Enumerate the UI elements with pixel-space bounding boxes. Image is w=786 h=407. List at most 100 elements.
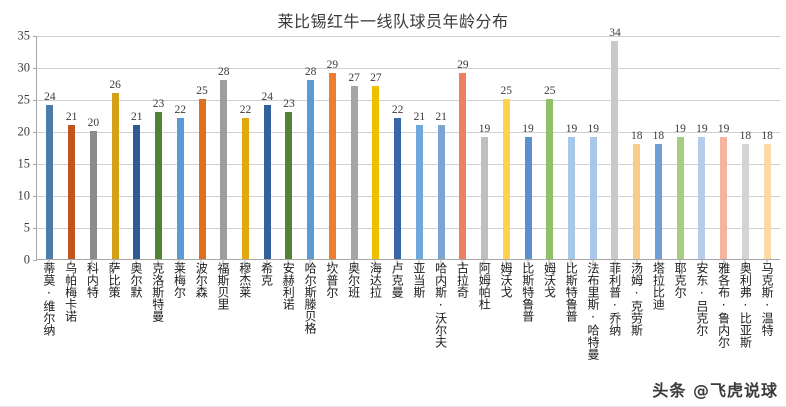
bar[interactable] — [68, 124, 76, 259]
bar-slot[interactable]: 29 — [452, 36, 474, 259]
bar-slot[interactable]: 29 — [322, 36, 344, 259]
bar-slot[interactable]: 19 — [561, 36, 583, 259]
category-label: 亚当斯 — [411, 262, 426, 298]
x-tickmark — [614, 260, 616, 265]
bar[interactable] — [437, 124, 445, 259]
bar[interactable] — [263, 105, 271, 259]
bar-slot[interactable]: 20 — [82, 36, 104, 259]
bar[interactable] — [328, 73, 336, 259]
bar[interactable] — [155, 111, 163, 259]
bar-slot[interactable]: 34 — [604, 27, 626, 259]
bar[interactable] — [481, 137, 489, 259]
bar-slot[interactable]: 21 — [408, 36, 430, 259]
bar[interactable] — [111, 92, 119, 259]
bar-slot[interactable]: 24 — [39, 36, 61, 259]
bar-slot[interactable]: 18 — [756, 36, 778, 259]
y-tick-label: 10 — [17, 188, 31, 203]
x-tick-slot — [408, 260, 430, 265]
bar[interactable] — [133, 124, 141, 259]
x-tick-slot — [190, 260, 212, 265]
bar[interactable] — [220, 79, 228, 259]
bar-slot[interactable]: 21 — [126, 36, 148, 259]
bar-slot[interactable]: 25 — [495, 36, 517, 259]
category-label: 阿姆帕杜 — [477, 262, 492, 310]
bar[interactable] — [46, 105, 54, 259]
category-label-slot: 耶克尔 — [669, 262, 691, 382]
bar[interactable] — [307, 79, 315, 259]
bar-slot[interactable]: 22 — [169, 36, 191, 259]
bar-slot[interactable]: 26 — [104, 36, 126, 259]
bar[interactable] — [198, 99, 206, 259]
bar[interactable] — [676, 137, 684, 259]
bar[interactable] — [698, 137, 706, 259]
bar-slot[interactable]: 19 — [517, 36, 539, 259]
category-label: 克洛斯特曼 — [150, 262, 165, 322]
bar-slot[interactable]: 27 — [365, 36, 387, 259]
bar-slot[interactable]: 21 — [61, 36, 83, 259]
bar-slot[interactable]: 23 — [148, 36, 170, 259]
bar-slot[interactable]: 19 — [713, 36, 735, 259]
bar[interactable] — [350, 86, 358, 259]
bar-slot[interactable]: 18 — [648, 36, 670, 259]
bar[interactable] — [394, 118, 402, 259]
bar[interactable] — [567, 137, 575, 259]
category-label-slot: 塔拉比迪 — [647, 262, 669, 382]
bar-slot[interactable]: 24 — [256, 36, 278, 259]
bar-slot[interactable]: 22 — [387, 36, 409, 259]
bar[interactable] — [763, 143, 771, 259]
bar[interactable] — [459, 73, 467, 259]
bar-slot[interactable]: 27 — [343, 36, 365, 259]
category-label: 坎普尔 — [324, 262, 339, 298]
x-tick-slot — [452, 260, 474, 265]
bar[interactable] — [654, 143, 662, 259]
bar-slot[interactable]: 25 — [191, 36, 213, 259]
bar[interactable] — [415, 124, 423, 259]
x-tick-slot — [321, 260, 343, 265]
bar-slot[interactable]: 18 — [626, 36, 648, 259]
bar[interactable] — [502, 99, 510, 259]
bar-slot[interactable]: 19 — [582, 36, 604, 259]
category-label-slot: 姆沃戈 — [495, 262, 517, 382]
x-tickmark — [178, 260, 180, 265]
bar-slot[interactable]: 23 — [278, 36, 300, 259]
x-tick-slot — [38, 260, 60, 265]
bar-slot[interactable]: 25 — [539, 36, 561, 259]
bar[interactable] — [524, 137, 532, 259]
bar[interactable] — [89, 131, 97, 259]
y-tick-label: 15 — [17, 156, 31, 171]
bar[interactable] — [546, 99, 554, 259]
bar-slot[interactable]: 22 — [235, 36, 257, 259]
bar[interactable] — [176, 118, 184, 259]
category-label-slot: 比斯特鲁普 — [517, 262, 539, 382]
x-tickmark — [396, 260, 398, 265]
category-label-slot: 安东·吕克尔 — [691, 262, 713, 382]
bar[interactable] — [241, 118, 249, 259]
bar[interactable] — [720, 137, 728, 259]
bar-slot[interactable]: 19 — [474, 36, 496, 259]
bar[interactable] — [611, 41, 619, 259]
x-tick-slot — [495, 260, 517, 265]
y-tick-label: 35 — [17, 28, 31, 43]
bar-slot[interactable]: 28 — [300, 36, 322, 259]
bar[interactable] — [589, 137, 597, 259]
bar[interactable] — [372, 86, 380, 259]
gridline — [37, 164, 780, 165]
x-tickmark — [592, 260, 594, 265]
category-label-slot: 姆沃戈 — [539, 262, 561, 382]
bar[interactable] — [741, 143, 749, 259]
category-label: 马克斯·温特 — [760, 262, 775, 336]
bar-slot[interactable]: 21 — [430, 36, 452, 259]
category-label: 乌帕梅卡诺 — [63, 262, 78, 322]
bar[interactable] — [633, 143, 641, 259]
bar-slot[interactable]: 18 — [735, 36, 757, 259]
y-axis: 0 5 10 15 20 25 30 35 — [0, 29, 34, 267]
bar-slot[interactable]: 19 — [669, 36, 691, 259]
y-tickmark — [33, 228, 37, 229]
category-label-slot: 古拉奇 — [452, 262, 474, 382]
bar-slot[interactable]: 19 — [691, 36, 713, 259]
x-tick-slot — [343, 260, 365, 265]
x-tick-slot — [560, 260, 582, 265]
bar-slot[interactable]: 28 — [213, 36, 235, 259]
bar[interactable] — [285, 111, 293, 259]
